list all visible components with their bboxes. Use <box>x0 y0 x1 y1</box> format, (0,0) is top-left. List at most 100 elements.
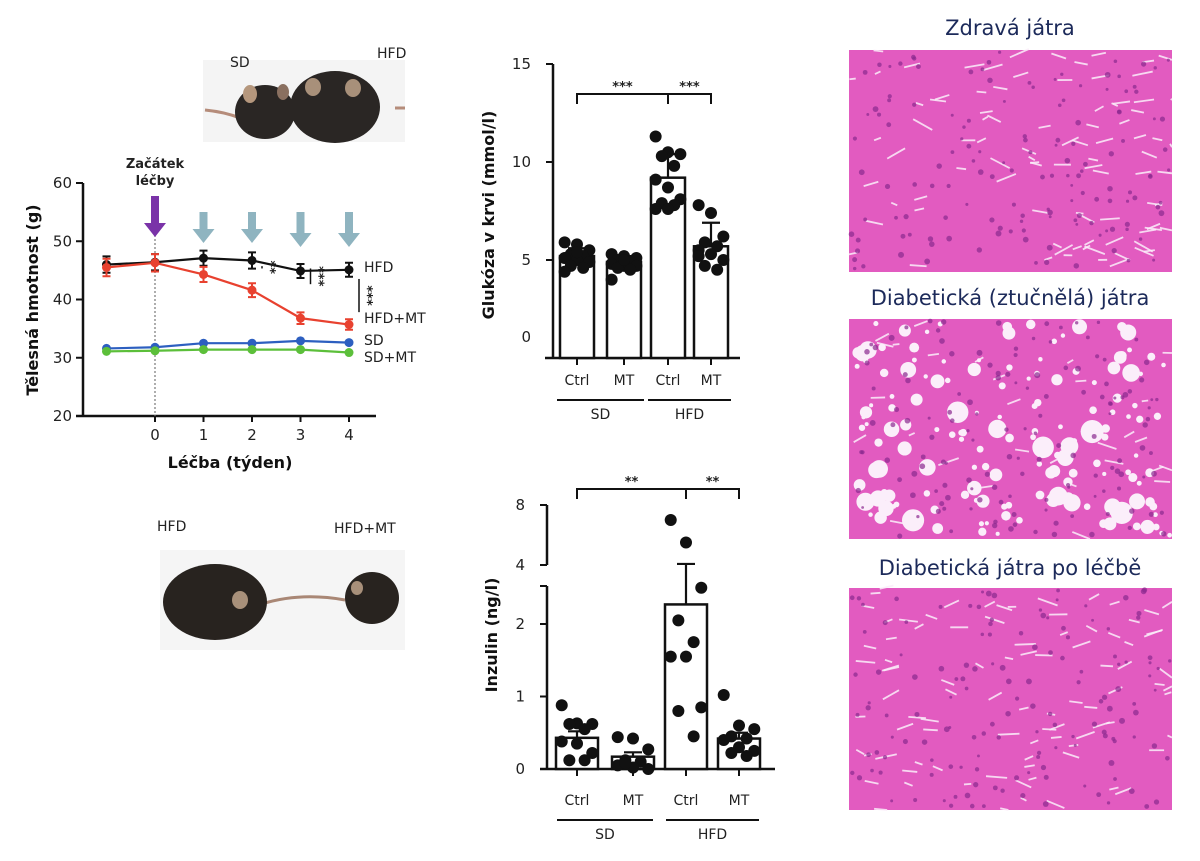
data-point <box>705 206 717 219</box>
sinusoid <box>1169 143 1173 148</box>
nucleus <box>1129 508 1135 514</box>
significance-label: *** <box>311 266 326 287</box>
sinusoid <box>879 584 894 590</box>
sinusoid <box>873 49 884 53</box>
sinusoid <box>1170 98 1173 101</box>
nucleus <box>954 677 959 681</box>
nucleus <box>884 457 891 463</box>
nucleus <box>1046 616 1050 620</box>
lipid-vacuole <box>1091 380 1097 386</box>
lipid-vacuole <box>958 436 965 442</box>
nucleus <box>995 370 1001 376</box>
sinusoid <box>1071 531 1091 540</box>
data-point <box>199 253 208 263</box>
nucleus <box>959 765 963 769</box>
sinusoid <box>1109 600 1120 606</box>
nucleus <box>973 782 979 788</box>
lipid-vacuole <box>1147 352 1156 361</box>
nucleus <box>912 182 918 187</box>
sinusoid <box>892 343 900 346</box>
nucleus <box>942 506 947 511</box>
data-point <box>717 689 730 702</box>
nucleus <box>912 674 918 680</box>
sinusoid <box>903 62 921 69</box>
nucleus <box>894 215 898 220</box>
sinusoid <box>1154 480 1171 483</box>
nucleus <box>1099 394 1105 400</box>
lipid-vacuole <box>1126 414 1131 419</box>
nucleus <box>971 159 976 163</box>
nucleus <box>1166 58 1170 62</box>
bar-group-hfd-ctrl <box>663 514 709 776</box>
sinusoid <box>1037 597 1058 607</box>
nucleus <box>916 64 921 69</box>
nucleus <box>995 375 1001 381</box>
group-label: HFD <box>675 407 704 423</box>
data-point <box>672 614 685 627</box>
nucleus <box>921 739 928 745</box>
sinusoid <box>1071 139 1089 147</box>
annotation-start-1: Začátek <box>126 157 185 172</box>
lipid-vacuole <box>1046 492 1061 508</box>
sinusoid <box>1100 217 1120 221</box>
sinusoid <box>923 728 938 732</box>
data-point <box>748 723 761 736</box>
group-label: HFD <box>698 827 727 843</box>
sinusoid <box>1141 150 1158 159</box>
sinusoid <box>982 63 1003 72</box>
sinusoid <box>963 782 972 786</box>
sinusoid <box>1119 119 1130 125</box>
nucleus <box>1059 325 1063 330</box>
sinusoid <box>1109 258 1130 268</box>
lipid-vacuole <box>1026 319 1036 330</box>
nucleus <box>1061 98 1066 103</box>
lipid-vacuole <box>1016 516 1023 524</box>
nucleus <box>1075 365 1081 372</box>
nucleus <box>1036 456 1042 462</box>
legend-sd: SD <box>364 333 384 349</box>
lipid-vacuole <box>960 490 970 499</box>
sinusoid <box>984 600 996 608</box>
sinusoid <box>1128 618 1140 624</box>
lipid-vacuole <box>1001 510 1011 521</box>
histology-image-fatty <box>849 318 1173 540</box>
nucleus <box>852 266 857 271</box>
sinusoid <box>863 644 877 650</box>
sinusoid <box>1069 700 1083 704</box>
data-point <box>344 338 354 348</box>
histology-title-treated: Diabetická játra po léčbě <box>879 556 1142 580</box>
nucleus <box>855 712 860 717</box>
nucleus <box>980 67 985 72</box>
glucose-chart: 0 5 10 15 Ctrl MT Ctrl MT SD HFD *** *** Glukóza v … <box>479 55 740 423</box>
nucleus <box>963 662 970 668</box>
nucleus <box>914 711 920 717</box>
sinusoid <box>902 769 918 773</box>
lipid-vacuole <box>923 490 931 497</box>
nucleus <box>1070 199 1074 203</box>
nucleus <box>899 653 903 657</box>
data-point <box>717 254 730 266</box>
lipid-vacuole <box>1128 473 1138 483</box>
nucleus <box>1056 588 1060 593</box>
category-label: Ctrl <box>674 793 699 809</box>
significance-label: *** <box>679 80 700 95</box>
data-point <box>555 699 568 712</box>
nucleus <box>1076 173 1082 179</box>
nucleus <box>1071 734 1075 739</box>
nucleus <box>911 54 916 60</box>
lipid-vacuole <box>1006 364 1013 371</box>
nucleus <box>969 507 973 511</box>
lipid-vacuole <box>1001 503 1008 510</box>
nucleus <box>1048 340 1053 344</box>
nucleus <box>1155 397 1159 402</box>
nucleus <box>1119 717 1126 724</box>
lipid-vacuole <box>1120 324 1137 341</box>
data-point <box>662 181 674 194</box>
sinusoid <box>1052 242 1062 249</box>
nucleus <box>1043 774 1049 780</box>
sinusoid <box>1018 706 1029 711</box>
nucleus <box>865 705 871 711</box>
nucleus <box>1102 357 1107 362</box>
nucleus <box>911 470 918 477</box>
nucleus <box>902 738 908 745</box>
